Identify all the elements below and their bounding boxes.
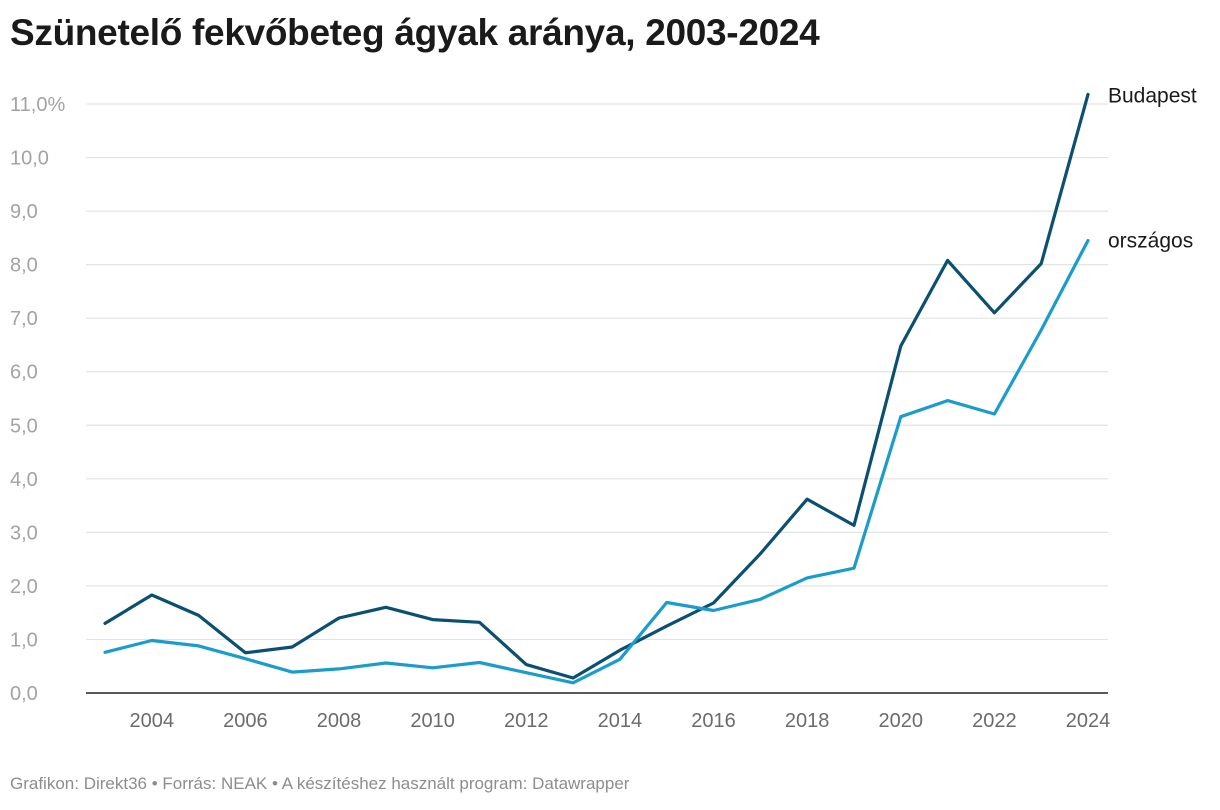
x-axis-ticks: 2004 2006 2008 2010 2012 2014 2016 2018 2020 2022… — [130, 710, 1111, 732]
series-line-0 — [103, 92, 1090, 680]
x-tick-label: 2018 — [785, 710, 830, 732]
x-tick-label: 2008 — [317, 710, 362, 732]
y-tick-label: 5,0 — [10, 415, 38, 437]
x-tick-label: 2004 — [130, 710, 175, 732]
x-tick-label: 2006 — [223, 710, 268, 732]
y-tick-label: 0,0 — [10, 683, 38, 705]
y-tick-label: 1,0 — [10, 629, 38, 651]
y-axis-ticks: 0,0 1,0 2,0 3,0 4,0 5,0 6,0 7,0 8,0 9,0 10,0 11,0% — [10, 94, 65, 705]
series-label-0: Budapest — [1108, 84, 1197, 107]
y-tick-label: 10,0 — [10, 148, 49, 170]
y-tick-label: 8,0 — [10, 255, 38, 277]
series-lines — [103, 92, 1090, 685]
x-tick-label: 2020 — [879, 710, 924, 732]
y-tick-label: 4,0 — [10, 469, 38, 491]
x-tick-label: 2024 — [1066, 710, 1111, 732]
x-tick-label: 2016 — [691, 710, 736, 732]
chart-title: Szünetelő fekvőbeteg ágyak aránya, 2003-… — [10, 12, 820, 53]
y-tick-label: 11,0% — [10, 94, 65, 116]
series-labels: Budapest országos — [1108, 84, 1197, 252]
y-tick-label: 7,0 — [10, 308, 38, 330]
y-tick-label: 6,0 — [10, 362, 38, 384]
y-tick-label: 9,0 — [10, 201, 38, 223]
y-tick-label: 2,0 — [10, 576, 38, 598]
chart-footer: Grafikon: Direkt36 • Forrás: NEAK • A ké… — [10, 774, 630, 793]
x-tick-label: 2012 — [504, 710, 549, 732]
series-label-1: országos — [1108, 230, 1193, 253]
x-tick-label: 2010 — [410, 710, 455, 732]
x-tick-label: 2014 — [598, 710, 643, 732]
series-line-1 — [103, 238, 1090, 685]
gridlines — [86, 103, 1108, 641]
y-tick-label: 3,0 — [10, 522, 38, 544]
x-tick-label: 2022 — [972, 710, 1017, 732]
